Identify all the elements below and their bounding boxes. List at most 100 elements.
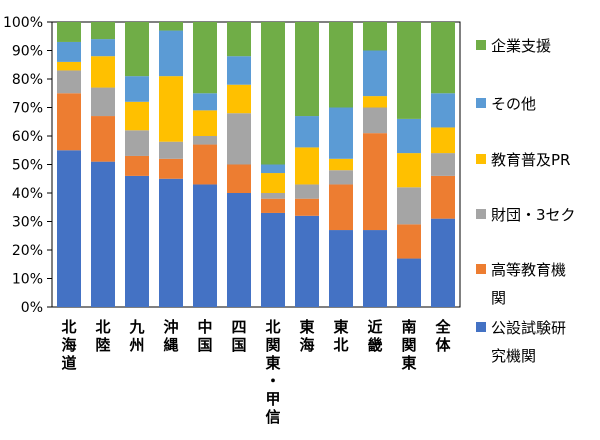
bar-segment: [295, 22, 319, 117]
bar-segment: [227, 56, 251, 85]
bar-segment: [159, 22, 183, 31]
bar-segment: [57, 22, 81, 42]
x-category-label: 中国: [197, 318, 212, 354]
bar-segment: [261, 198, 285, 213]
bar-segment: [193, 136, 217, 145]
legend-label-line: 高等教育機: [491, 261, 566, 279]
bar-segment: [159, 30, 183, 77]
bar-segment: [159, 141, 183, 159]
bar-segment: [159, 76, 183, 142]
bar-segment: [91, 22, 115, 40]
bar-segment: [91, 87, 115, 117]
x-category-char: 中: [197, 318, 212, 336]
bar-segment: [329, 22, 353, 108]
y-tick-label: 60%: [12, 129, 43, 145]
bar-segment: [159, 158, 183, 179]
legend-swatch: [476, 322, 486, 332]
x-category-char: 国: [197, 336, 212, 354]
bar-segment: [431, 127, 455, 154]
x-category-char: 海: [61, 336, 76, 354]
x-category-char: 体: [435, 336, 451, 354]
bar-segment: [329, 158, 353, 171]
x-category-label: 沖縄: [163, 318, 178, 354]
legend-label: 高等教育機関: [491, 261, 566, 307]
bar-segment: [125, 155, 149, 176]
bar-segment: [295, 184, 319, 199]
x-category-label: 東海: [299, 318, 314, 354]
bar-segment: [227, 164, 251, 193]
x-category-char: 北: [333, 336, 348, 354]
bar-segment: [125, 101, 149, 131]
bar-segment: [261, 164, 285, 174]
bar-segment: [397, 118, 421, 154]
legend-swatch: [476, 154, 486, 164]
x-category-label: 九州: [128, 318, 144, 354]
bar-segment: [329, 107, 353, 159]
y-tick-label: 50%: [12, 158, 43, 174]
bar-segment: [295, 215, 319, 307]
bar-segment: [363, 107, 387, 134]
y-axis: 0% 10% 20% 30% 40% 50% 60% 70% 80% 90% 100%: [3, 15, 52, 316]
x-category-char: 東: [265, 354, 280, 372]
x-category-char: ・: [265, 372, 280, 390]
x-category-label: 四国: [231, 318, 246, 354]
x-category-label: 北海道: [61, 318, 76, 372]
bar-segment: [397, 258, 421, 307]
bar-segment: [227, 113, 251, 165]
bar-segment: [125, 76, 149, 102]
y-tick-label: 90%: [12, 44, 43, 60]
legend-label-line: 究機関: [491, 347, 536, 365]
x-category-char: 国: [231, 336, 246, 354]
x-category-label: 北関東・甲信: [265, 318, 280, 426]
bar-segment: [431, 218, 455, 307]
bar-segment: [57, 70, 81, 94]
x-category-char: 東: [333, 318, 348, 336]
bar-segment: [91, 39, 115, 57]
x-category-char: 陸: [95, 336, 110, 354]
x-category-char: 近: [367, 318, 382, 336]
bar-segment: [193, 110, 217, 136]
legend-label-line: 財団・3セク: [491, 206, 576, 224]
legend-label: その他: [491, 95, 536, 113]
bars: [57, 22, 455, 307]
bar-segment: [193, 184, 217, 307]
bar-segment: [193, 144, 217, 185]
bar-segment: [57, 93, 81, 151]
x-category-label: 東北: [333, 318, 348, 354]
y-tick-label: 30%: [12, 215, 43, 231]
y-tick-label: 70%: [12, 101, 43, 117]
bar-segment: [261, 193, 285, 199]
bar-segment: [227, 193, 251, 307]
x-category-char: 東: [299, 318, 314, 336]
bar-segment: [363, 133, 387, 231]
legend-label: 教育普及PR: [491, 151, 570, 169]
x-category-label: 全体: [434, 318, 451, 354]
y-tick-label: 100%: [3, 15, 43, 31]
bar-segment: [363, 50, 387, 97]
x-category-char: 南: [401, 318, 416, 336]
x-category-char: 道: [61, 354, 76, 372]
bar-segment: [57, 150, 81, 307]
x-category-char: 甲: [265, 390, 280, 408]
bar-segment: [159, 178, 183, 307]
legend-swatch: [476, 40, 486, 50]
bar-segment: [261, 212, 285, 307]
bar-segment: [57, 41, 81, 62]
x-category-char: 沖: [163, 318, 178, 336]
legend-swatch: [476, 209, 486, 219]
x-category-char: 州: [128, 336, 144, 354]
x-category-char: 信: [265, 408, 280, 426]
y-tick-label: 20%: [12, 243, 43, 259]
x-category-char: 東: [401, 354, 416, 372]
x-category-char: 関: [401, 336, 416, 354]
bar-segment: [227, 22, 251, 57]
bar-segment: [295, 198, 319, 216]
x-category-char: 四: [231, 318, 246, 336]
x-category-char: 畿: [367, 336, 382, 354]
bar-segment: [431, 22, 455, 94]
bar-segment: [397, 187, 421, 225]
x-category-char: 九: [128, 318, 144, 336]
